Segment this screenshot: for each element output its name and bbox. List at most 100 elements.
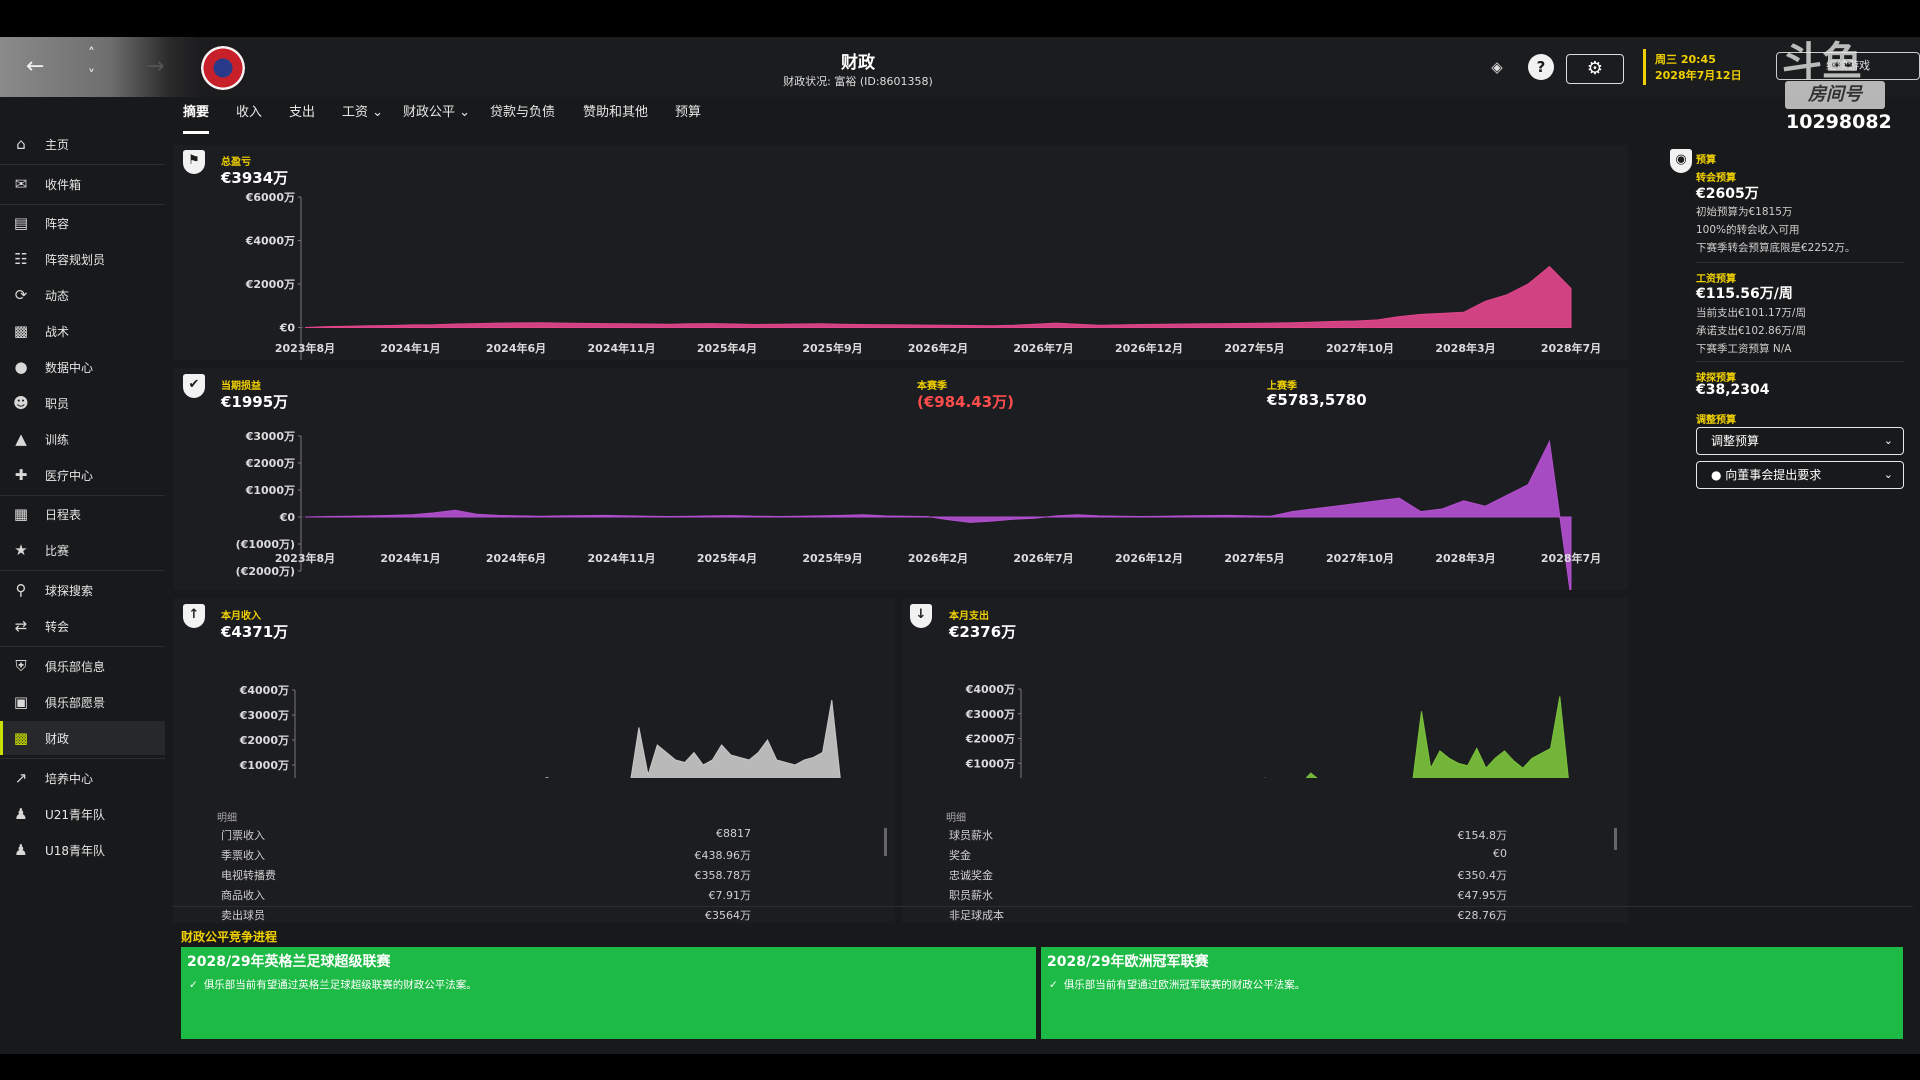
x-tick-label: 2025年4月: [697, 551, 757, 565]
chevron-down-icon[interactable]: ˅: [88, 68, 95, 84]
sidebar-item-data-hub[interactable]: ● 数据中心: [0, 350, 165, 384]
medical-icon: ✚: [14, 466, 28, 484]
sidebar-item-club-info[interactable]: ⛨ 俱乐部信息: [0, 649, 165, 683]
ffp-card-status: ✓ 俱乐部当前有望通过欧洲冠军联赛的财政公平法案。: [1049, 977, 1305, 992]
chevron-up-icon[interactable]: ˄: [88, 46, 95, 62]
x-tick-label: 2024年6月: [486, 341, 546, 355]
income-row: 季票收入 €438.96万: [221, 847, 751, 863]
sidebar-item-staff[interactable]: ☻ 职员: [0, 386, 165, 420]
sidebar-item-u18[interactable]: ♟ U18青年队: [0, 833, 165, 867]
tab-income[interactable]: 收入: [236, 105, 263, 120]
adjust-budget-dropdown[interactable]: 调整预算 ⌄: [1696, 427, 1904, 455]
help-icon[interactable]: ?: [1528, 54, 1554, 80]
x-tick-label: 2028年3月: [1435, 551, 1495, 565]
x-tick-label: 2026年7月: [1013, 341, 1073, 355]
sidebar-item-label: U18青年队: [45, 844, 106, 858]
sidebar-item-competitions[interactable]: ★ 比赛: [0, 533, 165, 567]
sidebar-item-label: 收件箱: [45, 178, 82, 192]
sidebar-item-home[interactable]: ⌂ 主页: [0, 127, 165, 161]
series-area: [545, 699, 841, 778]
room-number: 10298082: [1786, 111, 1892, 133]
series-area: [304, 439, 1572, 590]
back-arrow-icon[interactable]: ←: [26, 54, 45, 79]
u21-icon: ♟: [14, 805, 28, 823]
tab-sponsorship[interactable]: 赞助和其他: [583, 105, 649, 120]
sidebar-item-club-vision[interactable]: ▣ 俱乐部愿景: [0, 685, 165, 719]
search-icon: ⚲: [15, 581, 27, 599]
sidebar-item-development[interactable]: ↗ 培养中心: [0, 761, 165, 795]
expense-row-value: €28.76万: [1457, 909, 1508, 922]
expense-row-label: 非足球成本: [949, 909, 1004, 922]
income-row-label: 电视转播费: [221, 869, 276, 882]
globe-icon[interactable]: ◈: [1491, 58, 1503, 76]
series-area: [1263, 696, 1569, 778]
shirt-icon: ▤: [13, 214, 29, 232]
y-tick-label: €1000万: [239, 759, 289, 772]
transfer-budget-note: 100%的转会收入可用: [1696, 224, 1800, 236]
tactics-icon: ▩: [13, 322, 29, 340]
sidebar-item-dynamics[interactable]: ⟳ 动态: [0, 278, 165, 312]
income-row-label: 商品收入: [221, 889, 265, 902]
sidebar-divider: [0, 646, 165, 647]
sidebar-item-squad[interactable]: ▤ 阵容: [0, 206, 165, 240]
balance-chart: €6000万€4000万€2000万€0(€2000万)2023年8月2024年…: [245, 191, 1601, 360]
forward-arrow-icon[interactable]: →: [146, 54, 165, 79]
tab-budget[interactable]: 预算: [675, 105, 702, 120]
sidebar-item-label: 战术: [45, 325, 70, 339]
tab-expenses[interactable]: 支出: [289, 105, 316, 120]
income-value: €4371万: [221, 623, 289, 641]
tab-summary[interactable]: 摘要: [183, 101, 210, 134]
x-tick-label: 2028年7月: [1541, 341, 1601, 355]
sidebar-item-tactics[interactable]: ▩ 战术: [0, 314, 165, 348]
x-tick-label: 2024年6月: [486, 551, 546, 565]
sidebar-item-label: 主页: [45, 138, 70, 152]
income-row: 电视转播费 €358.78万: [221, 867, 751, 883]
sidebar-item-inbox[interactable]: ✉ 收件箱: [0, 167, 165, 201]
expense-row: 职员薪水 €47.95万: [949, 887, 1507, 903]
income-panel: ↑ 本月收入 €4371万 €4000万€3000万€2000万€1000万€0…: [173, 598, 895, 923]
sidebar-item-u21[interactable]: ♟ U21青年队: [0, 797, 165, 831]
this-season-label: 本赛季: [917, 381, 947, 392]
expense-scrollbar[interactable]: [1614, 828, 1617, 850]
y-tick-label: €2000万: [965, 733, 1015, 746]
income-scrollbar[interactable]: [884, 828, 887, 856]
balance-value: €3934万: [221, 169, 289, 187]
expense-row-value: €47.95万: [1457, 889, 1508, 902]
y-tick-label: €1000万: [965, 757, 1015, 770]
sidebar-item-label: 比赛: [45, 544, 70, 558]
data-icon: ●: [14, 358, 28, 376]
settings-button[interactable]: ⚙: [1566, 54, 1624, 84]
sidebar-item-finances[interactable]: ▩ 财政: [0, 721, 165, 755]
last-season-value: €5783,5780: [1267, 391, 1367, 409]
wage-budget-note: 承诺支出€102.86万/周: [1696, 325, 1806, 337]
expense-row: 奖金 €0: [949, 847, 1507, 863]
y-tick-label: (€2000万): [236, 565, 295, 578]
tab-loans[interactable]: 贷款与负债: [490, 105, 556, 120]
tab-ffp[interactable]: 财政公平 ⌄: [403, 105, 471, 120]
x-tick-label: 2027年10月: [1326, 341, 1394, 355]
y-tick-label: €2000万: [245, 278, 295, 291]
budget-divider: [1696, 262, 1904, 263]
sidebar-item-training[interactable]: ▲ 训练: [0, 422, 165, 456]
tab-wages[interactable]: 工资 ⌄: [342, 105, 384, 120]
x-tick-label: 2028年7月: [1541, 551, 1601, 565]
x-tick-label: 2024年11月: [588, 551, 656, 565]
expense-row-label: 球员薪水: [949, 829, 993, 842]
expense-row: 忠诚奖金 €350.4万: [949, 867, 1507, 883]
game-date-time: 周三 20:45: [1655, 53, 1716, 66]
scout-budget-label: 球探预算: [1696, 373, 1736, 384]
income-row-value: €7.91万: [708, 889, 752, 902]
income-row: 商品收入 €7.91万: [221, 887, 751, 903]
budget-shield-icon: ◉: [1670, 149, 1692, 173]
income-row: 卖出球员 €3564万: [221, 907, 751, 923]
adjust-budget-label: 调整预算: [1696, 415, 1736, 426]
ffp-champions-league-card: 2028/29年欧洲冠军联赛 ✓ 俱乐部当前有望通过欧洲冠军联赛的财政公平法案。: [1041, 947, 1903, 1039]
sidebar-item-schedule[interactable]: ▦ 日程表: [0, 497, 165, 531]
club-crest-icon[interactable]: [201, 46, 245, 90]
sidebar-item-scouting[interactable]: ⚲ 球探搜索: [0, 573, 165, 607]
trophy-icon: ★: [14, 541, 28, 559]
sidebar-item-transfers[interactable]: ⇄ 转会: [0, 609, 165, 643]
sidebar-item-medical[interactable]: ✚ 医疗中心: [0, 458, 165, 492]
board-request-dropdown[interactable]: ● 向董事会提出要求 ⌄: [1696, 461, 1904, 489]
sidebar-item-squad-planner[interactable]: ☷ 阵容规划员: [0, 242, 165, 276]
